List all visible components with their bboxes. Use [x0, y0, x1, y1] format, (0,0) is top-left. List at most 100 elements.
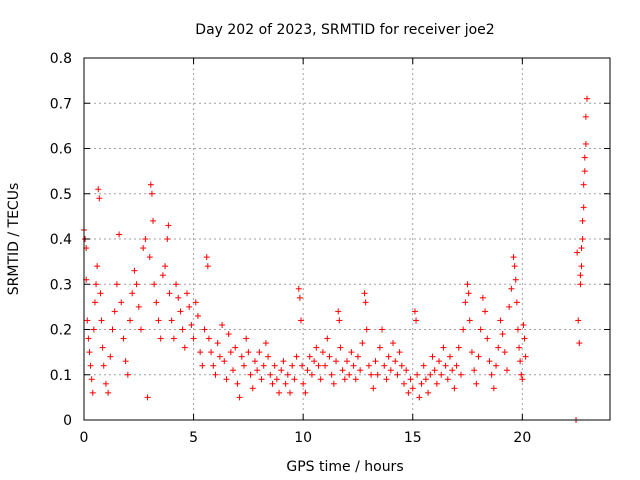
data-point: [473, 380, 480, 387]
data-point: [205, 335, 212, 342]
data-point: [287, 389, 294, 396]
data-point: [433, 380, 440, 387]
data-point: [579, 236, 586, 242]
data-point: [365, 362, 372, 369]
data-point: [468, 349, 475, 356]
data-point: [580, 204, 587, 211]
data-point: [273, 376, 280, 383]
data-point: [120, 335, 127, 342]
data-point: [159, 272, 166, 279]
data-point: [147, 181, 154, 188]
data-point: [322, 362, 329, 369]
data-point: [346, 371, 353, 378]
data-point: [499, 331, 506, 338]
data-point: [146, 254, 153, 261]
data-point: [225, 331, 232, 338]
data-point: [151, 281, 158, 288]
data-point: [398, 362, 405, 369]
data-point: [184, 290, 191, 297]
data-point: [513, 299, 520, 306]
data-point: [221, 358, 228, 365]
data-point: [493, 362, 500, 369]
data-point: [297, 317, 304, 324]
data-point: [420, 362, 427, 369]
data-point: [444, 376, 451, 383]
data-point: [348, 349, 355, 356]
data-point: [157, 335, 164, 342]
data-point: [223, 376, 230, 383]
data-point: [133, 281, 140, 288]
x-tick-label: 15: [404, 430, 422, 446]
data-point: [251, 358, 258, 365]
data-point: [442, 362, 449, 369]
y-tick-label: 0.8: [50, 51, 72, 67]
data-point: [258, 376, 265, 383]
x-tick-label: 5: [189, 430, 198, 446]
data-point: [576, 340, 583, 347]
data-point: [518, 371, 525, 378]
data-point: [118, 299, 125, 306]
data-point: [336, 317, 343, 324]
data-point: [278, 367, 285, 374]
grid: [84, 58, 610, 420]
data-point: [212, 371, 219, 378]
data-point: [376, 344, 383, 351]
data-point: [238, 353, 245, 360]
data-point: [319, 349, 326, 356]
data-point: [313, 344, 320, 351]
data-point: [122, 358, 129, 365]
data-point: [333, 358, 340, 365]
data-point: [390, 340, 397, 347]
data-point: [429, 353, 436, 360]
data-point: [296, 294, 303, 301]
data-point: [475, 353, 482, 360]
data-point: [88, 376, 95, 383]
data-point: [269, 380, 276, 387]
data-point: [150, 217, 157, 224]
data-point: [425, 389, 432, 396]
y-axis-ticks: 0 0.1 0.2 0.3 0.4 0.5 0.6 0.7 0.8: [50, 51, 610, 429]
y-tick-label: 0.1: [50, 368, 72, 384]
data-point: [490, 385, 497, 392]
data-point: [354, 353, 361, 360]
x-tick-label: 20: [513, 430, 531, 446]
data-point: [230, 367, 237, 374]
data-point: [328, 371, 335, 378]
data-point: [256, 349, 263, 356]
data-point: [201, 326, 208, 333]
y-tick-label: 0.3: [50, 277, 72, 293]
data-point: [199, 362, 206, 369]
data-point: [140, 245, 147, 252]
data-point: [479, 294, 486, 301]
y-tick-label: 0.6: [50, 142, 72, 158]
data-point: [98, 317, 105, 324]
data-point: [455, 344, 462, 351]
data-point: [520, 321, 527, 328]
data-point: [86, 349, 93, 356]
data-point: [291, 376, 298, 383]
data-point: [247, 371, 254, 378]
data-point: [582, 140, 589, 147]
data-point: [192, 299, 199, 306]
data-point: [271, 362, 278, 369]
data-point: [153, 299, 160, 306]
data-point: [267, 371, 274, 378]
chart-title: Day 202 of 2023, SRMTID for receiver joe…: [195, 22, 494, 38]
data-point: [400, 380, 407, 387]
data-point: [137, 326, 144, 333]
data-point: [582, 113, 589, 120]
data-point: [516, 344, 523, 351]
plot-frame: [83, 57, 611, 421]
data-point: [166, 290, 173, 297]
data-point: [232, 344, 239, 351]
data-point: [407, 376, 414, 383]
data-point: [315, 362, 322, 369]
data-point: [436, 358, 443, 365]
data-point: [179, 326, 186, 333]
data-point: [514, 326, 521, 333]
data-point: [326, 353, 333, 360]
data-point: [574, 249, 581, 256]
data-point: [447, 353, 454, 360]
data-point: [578, 245, 585, 252]
data-point: [335, 308, 342, 315]
